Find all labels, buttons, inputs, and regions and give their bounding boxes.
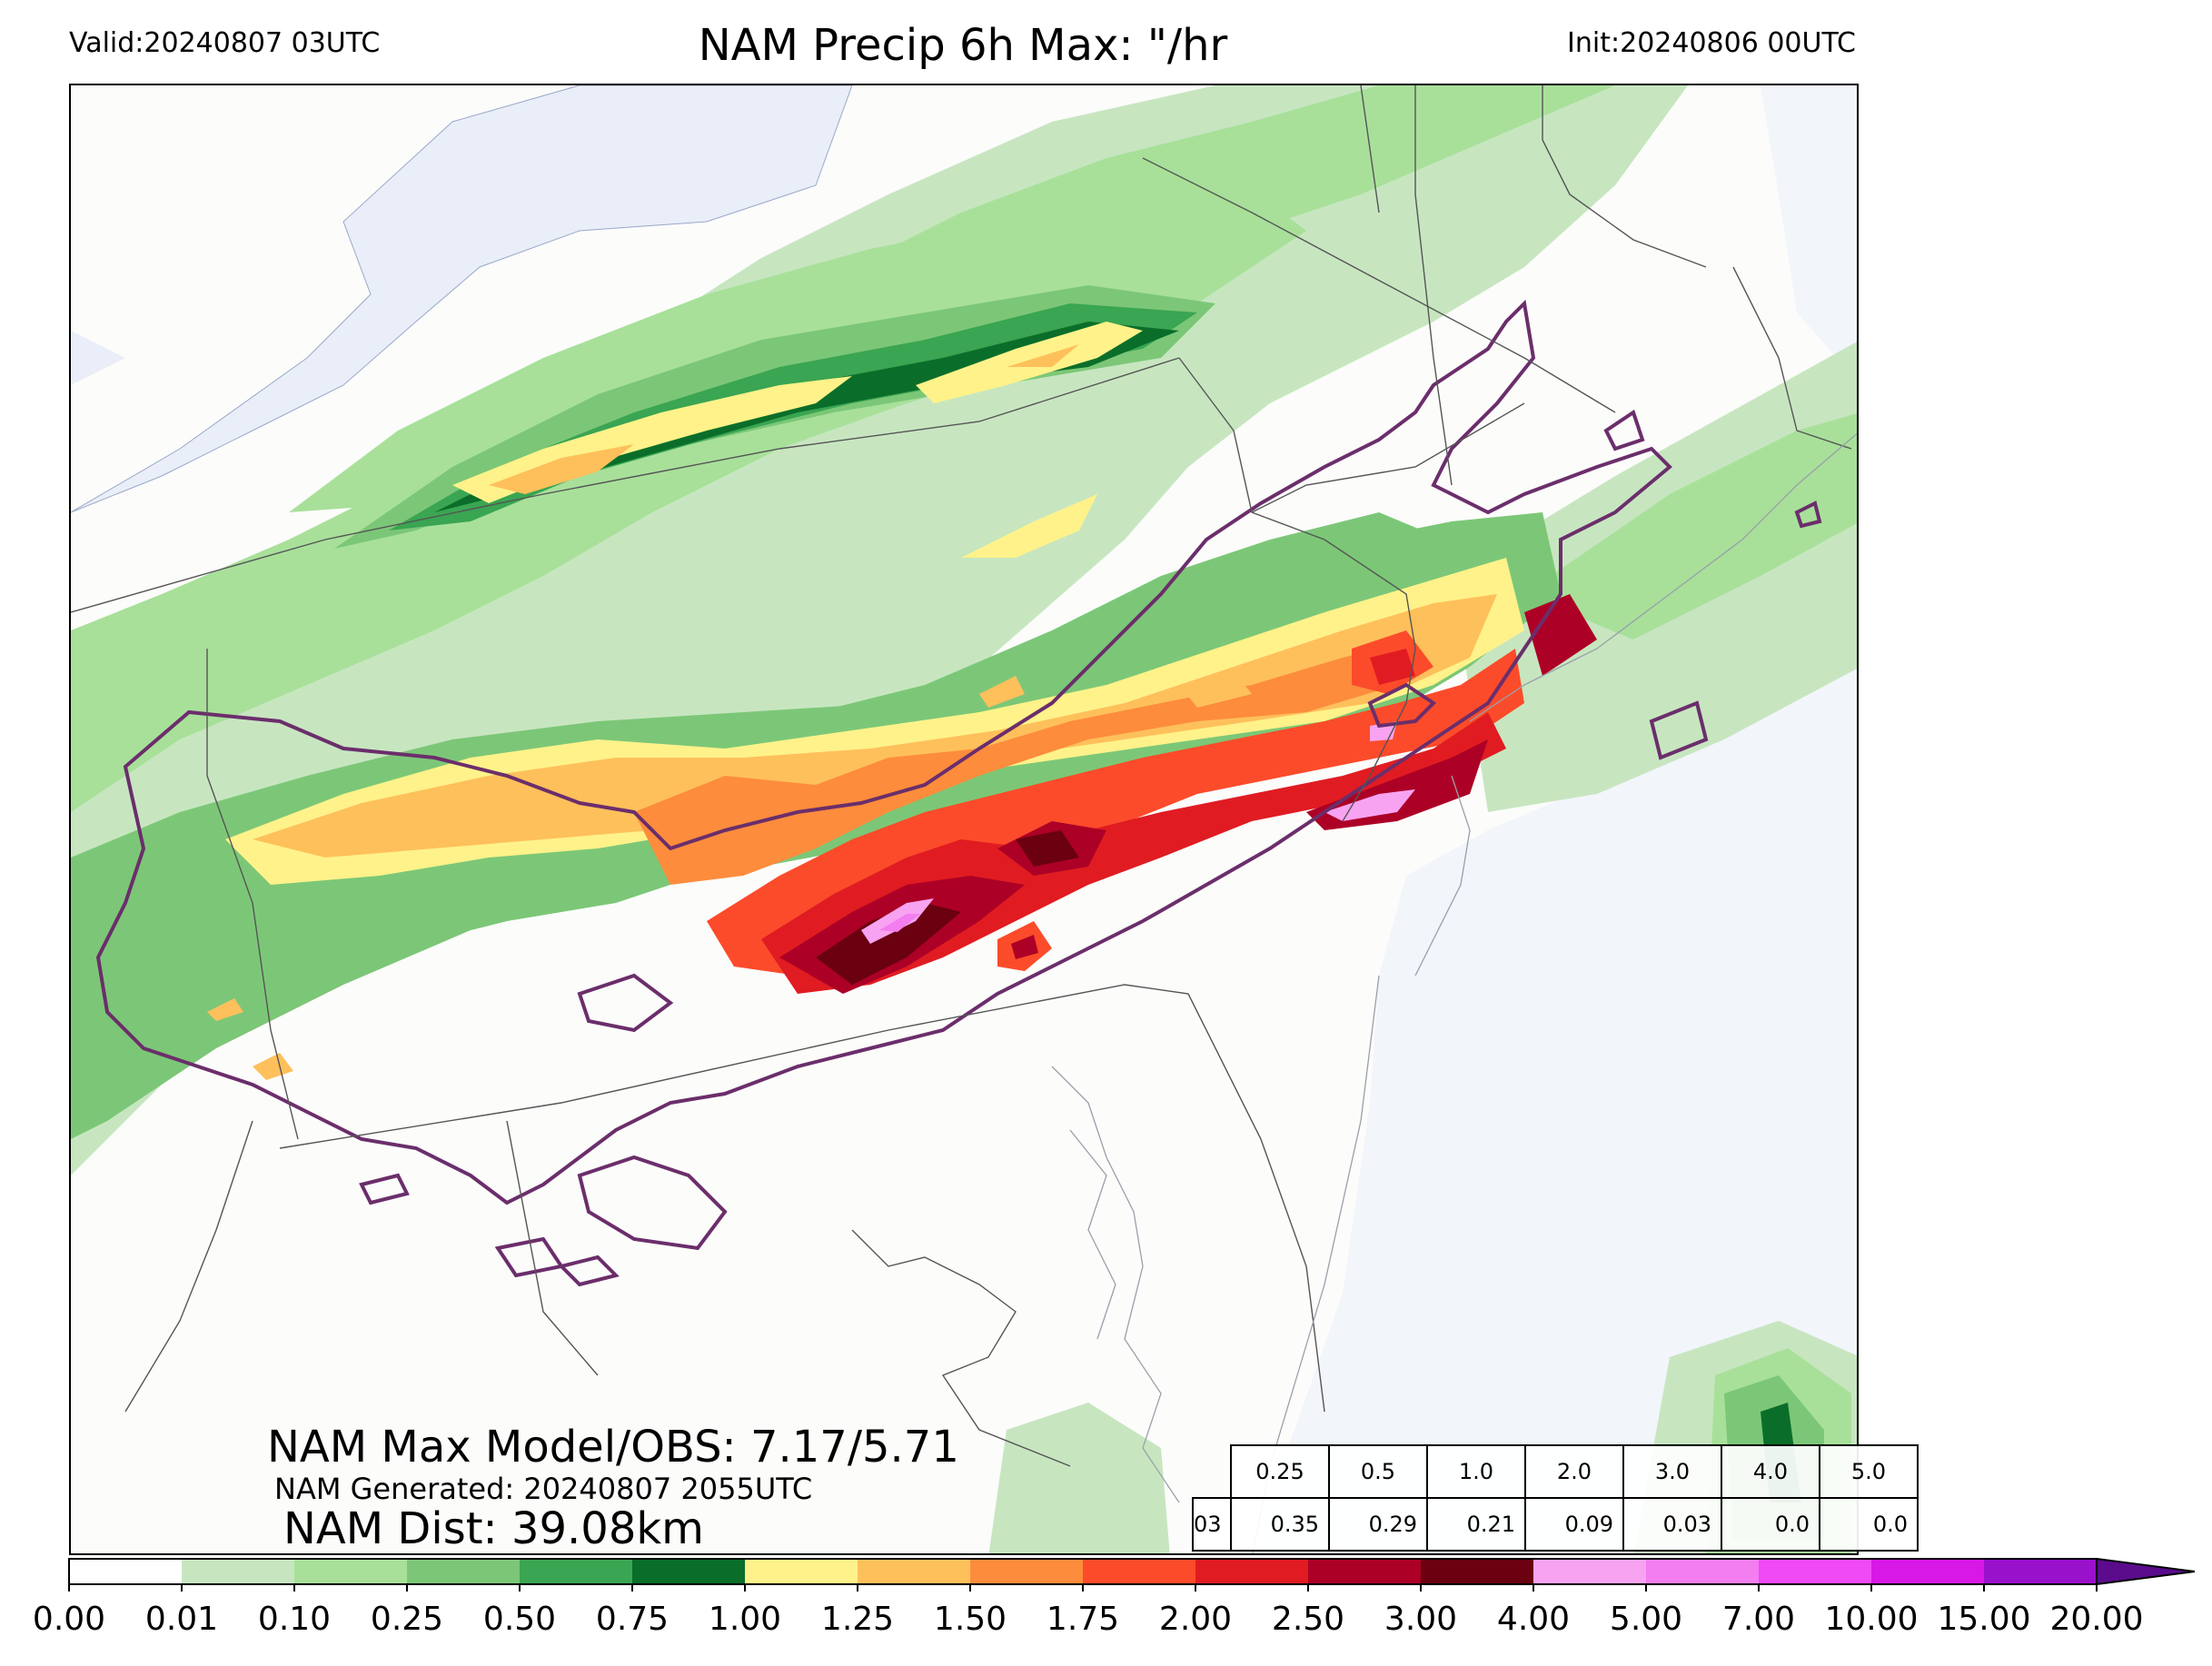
colorbar-tick-label: 5.00: [1609, 1601, 1683, 1638]
colorbar-tick-label: 10.00: [1824, 1601, 1919, 1638]
value-cell: 0.03: [1622, 1497, 1722, 1552]
threshold-cell: 0.25: [1230, 1444, 1330, 1499]
distance-label: NAM Dist: 39.08km: [283, 1503, 704, 1554]
colorbar-tick-label: 0.01: [144, 1601, 219, 1638]
colorbar-bin: [182, 1559, 294, 1584]
value-cell: 0.35: [1230, 1497, 1330, 1552]
colorbar-tick-label: 2.50: [1271, 1601, 1345, 1638]
colorbar-tick-label: 1.75: [1046, 1601, 1120, 1638]
threshold-cell: 0.5: [1328, 1444, 1428, 1499]
threshold-cell: 3.0: [1622, 1444, 1722, 1499]
colorbar-tick-label: 0.00: [32, 1601, 106, 1638]
colorbar-bin: [69, 1559, 182, 1584]
colorbar-bin: [970, 1559, 1083, 1584]
value-cell: 0.0: [1819, 1497, 1919, 1552]
colorbar-bin: [294, 1559, 407, 1584]
map-canvas: [71, 85, 1857, 1553]
state-borders: [71, 85, 1852, 1467]
colorbar-bin: [520, 1559, 632, 1584]
threshold-cell: 2.0: [1524, 1444, 1624, 1499]
colorbar-tick-label: 1.00: [708, 1601, 782, 1638]
max-model-obs-label: NAM Max Model/OBS: 7.17/5.71: [267, 1422, 959, 1473]
colorbar-tick-label: 0.75: [595, 1601, 670, 1638]
threshold-table: 0.25 0.5 1.0 2.0 3.0 4.0 5.0 03 0.35 0.2…: [1192, 1444, 1919, 1552]
coastline: [1051, 432, 1857, 1553]
colorbar-extend-arrow: [2096, 1557, 2196, 1586]
colorbar-tick-label: 3.00: [1384, 1601, 1458, 1638]
colorbar-bin: [1533, 1559, 1646, 1584]
hour-cell: 03: [1192, 1497, 1232, 1552]
value-cell: 0.09: [1524, 1497, 1624, 1552]
value-cell: 0.21: [1426, 1497, 1526, 1552]
colorbar-tick-label: 0.25: [370, 1601, 444, 1638]
init-time-label: Init:20240806 00UTC: [1567, 27, 1856, 59]
colorbar-bin: [1759, 1559, 1871, 1584]
value-cell: 0.0: [1721, 1497, 1820, 1552]
colorbar-tick-label: 0.50: [482, 1601, 557, 1638]
colorbar-bin: [1984, 1559, 2097, 1584]
map-title: NAM Precip 6h Max: "/hr: [698, 20, 1228, 71]
colorbar-tick-label: 7.00: [1721, 1601, 1796, 1638]
lake-erie: [71, 331, 125, 385]
colorbar-tick-label: 20.00: [2049, 1601, 2144, 1638]
atlantic-ocean: [1253, 85, 1857, 1553]
threshold-cell: 1.0: [1426, 1444, 1526, 1499]
colorbar-bin: [1421, 1559, 1533, 1584]
precip-map: [69, 84, 1859, 1555]
obs-contours: [95, 299, 1822, 1287]
value-cell: 0.29: [1328, 1497, 1428, 1552]
precip-convective-band: [71, 512, 1597, 1080]
colorbar-tick-label: 15.00: [1937, 1601, 2031, 1638]
lake-ontario: [71, 85, 853, 513]
colorbar-bin: [858, 1559, 970, 1584]
colorbar-bin: [1195, 1559, 1308, 1584]
colorbar: [68, 1557, 2196, 1592]
colorbar-bin: [407, 1559, 520, 1584]
colorbar-bin: [632, 1559, 745, 1584]
colorbar-bin: [1083, 1559, 1195, 1584]
colorbar-bin: [1871, 1559, 1984, 1584]
colorbar-bin: [745, 1559, 858, 1584]
colorbar-bin: [1308, 1559, 1421, 1584]
table-corner-cell: [1193, 1445, 1231, 1498]
precip-streaks-north: [452, 322, 1143, 558]
threshold-cell: 4.0: [1721, 1444, 1820, 1499]
threshold-cell: 5.0: [1819, 1444, 1919, 1499]
valid-time-label: Valid:20240807 03UTC: [69, 27, 381, 59]
colorbar-tick-label: 2.00: [1158, 1601, 1233, 1638]
colorbar-tick-label: 0.10: [257, 1601, 332, 1638]
generated-time-label: NAM Generated: 20240807 2055UTC: [274, 1472, 813, 1506]
threshold-header-row: 0.25 0.5 1.0 2.0 3.0 4.0 5.0: [1193, 1444, 1919, 1499]
threshold-value-row: 03 0.35 0.29 0.21 0.09 0.03 0.0 0.0: [1192, 1497, 1919, 1552]
colorbar-bin: [1646, 1559, 1759, 1584]
colorbar-tick-label: 4.00: [1496, 1601, 1571, 1638]
colorbar-tick-label: 1.50: [933, 1601, 1007, 1638]
colorbar-tick-label: 1.25: [820, 1601, 895, 1638]
